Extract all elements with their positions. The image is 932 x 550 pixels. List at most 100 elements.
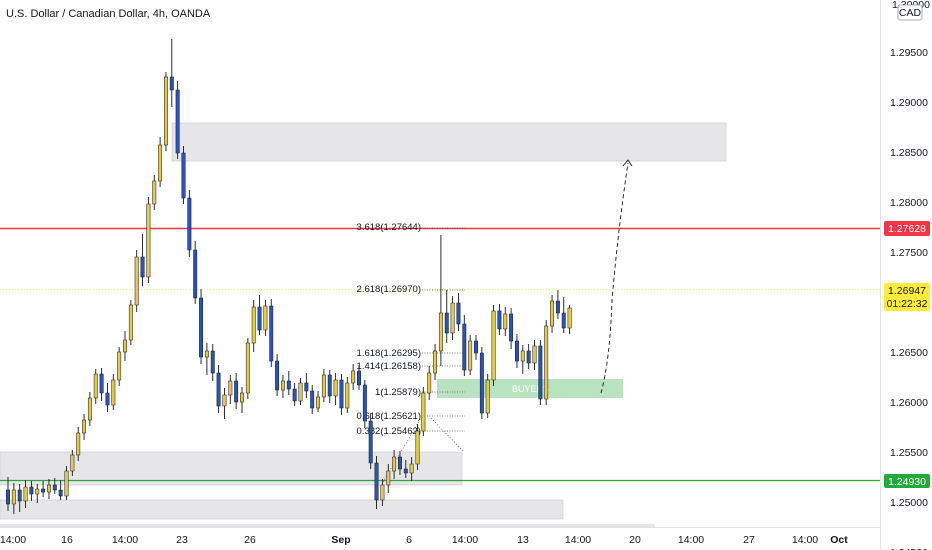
bullish-candle[interactable] (450, 302, 455, 334)
bearish-candle[interactable] (105, 392, 110, 406)
bullish-candle[interactable] (550, 300, 554, 327)
bearish-candle[interactable] (515, 340, 519, 362)
bullish-candle[interactable] (134, 256, 139, 306)
bullish-candle[interactable] (251, 306, 256, 344)
bearish-candle[interactable] (41, 488, 46, 493)
bullish-candle[interactable] (158, 144, 163, 182)
bullish-candle[interactable] (298, 382, 303, 402)
bullish-candle[interactable] (23, 486, 28, 502)
bullish-candle[interactable] (204, 350, 209, 358)
bearish-candle[interactable] (538, 345, 543, 400)
price-axis[interactable]: 1.245001.250001.255001.260001.265001.270… (890, 47, 928, 550)
bearish-candle[interactable] (444, 312, 449, 334)
bullish-candle[interactable] (532, 345, 537, 364)
bearish-candle[interactable] (368, 420, 373, 464)
bullish-candle[interactable] (485, 379, 490, 414)
bearish-candle[interactable] (234, 380, 239, 403)
bullish-candle[interactable] (386, 470, 391, 486)
bullish-candle[interactable] (409, 463, 414, 474)
bearish-candle[interactable] (474, 340, 478, 354)
bearish-candle[interactable] (339, 379, 344, 409)
bearish-candle[interactable] (29, 486, 34, 495)
bullish-candle[interactable] (164, 76, 168, 146)
bullish-candle[interactable] (123, 339, 127, 353)
bearish-candle[interactable] (193, 249, 198, 299)
demand-zone[interactable] (0, 451, 463, 486)
bullish-candle[interactable] (152, 180, 157, 205)
supply-zone[interactable] (171, 122, 727, 162)
bullish-candle[interactable] (228, 380, 233, 396)
bearish-candle[interactable] (555, 300, 560, 314)
bearish-candle[interactable] (210, 350, 215, 374)
bearish-candle[interactable] (99, 373, 104, 394)
time-axis[interactable]: 14:00 16 14:00 23 26 Sep 6 14:00 13 14:00 20 14:00 2… (0, 534, 848, 546)
bearish-candle[interactable] (479, 352, 484, 414)
bearish-candle[interactable] (526, 350, 531, 364)
bearish-candle[interactable] (497, 310, 502, 330)
bullish-candle[interactable] (567, 307, 572, 329)
bullish-candle[interactable] (222, 394, 227, 407)
bullish-candle[interactable] (520, 350, 525, 362)
bullish-candle[interactable] (380, 484, 385, 501)
bullish-candle[interactable] (316, 396, 321, 409)
bullish-candle[interactable] (35, 488, 40, 495)
bullish-candle[interactable] (64, 470, 69, 497)
currency-badge[interactable] (897, 4, 923, 21)
bearish-candle[interactable] (327, 374, 332, 397)
lower-demand-zone[interactable] (0, 499, 564, 520)
bullish-candle[interactable] (438, 312, 443, 352)
bullish-candle[interactable] (491, 310, 496, 381)
bearish-candle[interactable] (509, 313, 514, 342)
bearish-candle[interactable] (140, 256, 145, 278)
bearish-candle[interactable] (286, 380, 291, 390)
bearish-candle[interactable] (275, 360, 280, 391)
bearish-candle[interactable] (456, 302, 461, 325)
bearish-candle[interactable] (357, 370, 361, 386)
bullish-candle[interactable] (70, 454, 75, 472)
bullish-candle[interactable] (82, 419, 86, 434)
bearish-candle[interactable] (403, 468, 408, 474)
bullish-candle[interactable] (117, 351, 122, 381)
bearish-candle[interactable] (310, 390, 315, 409)
bullish-candle[interactable] (544, 325, 549, 400)
bearish-candle[interactable] (175, 89, 180, 154)
bullish-candle[interactable] (240, 392, 244, 403)
bullish-candle[interactable] (76, 432, 81, 456)
bearish-candle[interactable] (269, 305, 274, 362)
bullish-candle[interactable] (415, 430, 420, 465)
bearish-candle[interactable] (374, 462, 379, 501)
bullish-candle[interactable] (87, 397, 92, 421)
bearish-candle[interactable] (199, 297, 204, 358)
bullish-candle[interactable] (333, 379, 338, 397)
bullish-candle[interactable] (263, 305, 268, 331)
bullish-candle[interactable] (47, 484, 51, 493)
bullish-candle[interactable] (433, 350, 438, 374)
bullish-candle[interactable] (351, 370, 356, 384)
bullish-candle[interactable] (128, 304, 133, 341)
bullish-candle[interactable] (468, 340, 473, 371)
bullish-candle[interactable] (421, 392, 426, 432)
bullish-candle[interactable] (11, 489, 16, 505)
bullish-candle[interactable] (345, 382, 350, 409)
bullish-candle[interactable] (146, 203, 151, 278)
bullish-candle[interactable] (321, 374, 326, 398)
bearish-candle[interactable] (561, 312, 566, 329)
bearish-candle[interactable] (17, 489, 22, 502)
bearish-candle[interactable] (216, 372, 221, 407)
bearish-candle[interactable] (398, 456, 402, 470)
bearish-candle[interactable] (257, 306, 262, 331)
bullish-candle[interactable] (427, 372, 432, 394)
bullish-candle[interactable] (245, 342, 250, 394)
bearish-candle[interactable] (362, 384, 367, 422)
bearish-candle[interactable] (181, 152, 186, 199)
bullish-candle[interactable] (281, 380, 285, 391)
bearish-candle[interactable] (58, 489, 63, 497)
bearish-candle[interactable] (169, 76, 174, 91)
bearish-candle[interactable] (304, 382, 309, 392)
bullish-candle[interactable] (392, 456, 397, 472)
bullish-candle[interactable] (503, 313, 508, 330)
bearish-candle[interactable] (6, 489, 10, 505)
bearish-candle[interactable] (52, 484, 57, 491)
bullish-candle[interactable] (93, 373, 98, 399)
